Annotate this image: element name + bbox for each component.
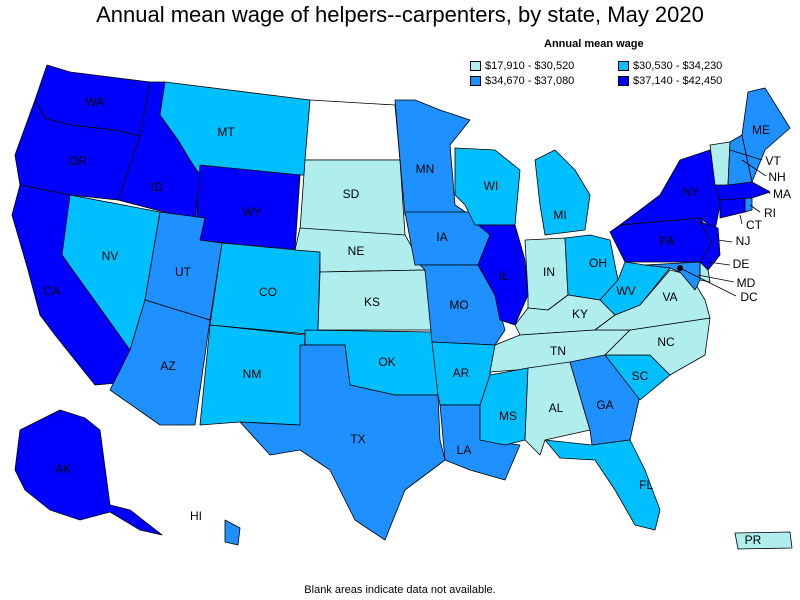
state-label-ny: NY: [683, 185, 700, 199]
leader-line: [749, 204, 761, 213]
state-label-de: DE: [733, 257, 750, 271]
state-label-ar: AR: [453, 366, 470, 380]
state-ny: [619, 149, 721, 231]
state-ct: [719, 197, 746, 219]
state-pr: [734, 531, 793, 550]
state-label-ky: KY: [572, 307, 588, 321]
state-label-vt: VT: [765, 154, 781, 168]
state-label-co: CO: [259, 285, 277, 299]
state-label-nc: NC: [657, 335, 675, 349]
legend-label-band4: $37,140 - $42,450: [633, 75, 723, 87]
state-label-ne: NE: [348, 244, 365, 258]
legend-label-band3: $34,670 - $37,080: [485, 75, 575, 87]
legend-swatch-band1: [470, 61, 481, 71]
leader-line: [739, 214, 743, 225]
state-label-ga: GA: [596, 398, 613, 412]
legend-swatch-band3: [470, 76, 481, 86]
state-label-ct: CT: [746, 218, 763, 232]
state-label-la: LA: [457, 443, 472, 457]
leader-line: [767, 189, 771, 195]
state-il: [477, 224, 529, 326]
legend-item-band1: $17,910 - $30,520: [470, 60, 618, 72]
state-label-pr: PR: [745, 533, 762, 547]
state-label-wv: WV: [616, 284, 635, 298]
state-label-ak: AK: [55, 462, 71, 476]
state-mn: [394, 99, 471, 216]
legend-label-band1: $17,910 - $30,520: [485, 60, 575, 72]
state-label-ks: KS: [364, 295, 380, 309]
state-label-nj: NJ: [736, 234, 751, 248]
map-title: Annual mean wage of helpers--carpenters,…: [96, 2, 704, 27]
state-hi: [224, 519, 241, 546]
state-label-dc: DC: [740, 290, 758, 304]
state-label-mi: MI: [553, 208, 566, 222]
state-label-ms: MS: [499, 409, 517, 423]
legend-swatch-band2: [618, 61, 629, 71]
legend-item-band4: $37,140 - $42,450: [618, 75, 778, 87]
legend-label-band2: $30,530 - $34,230: [633, 60, 723, 72]
footnote: Blank areas indicate data not available.: [304, 584, 496, 596]
legend: Annual mean wage $17,910 - $30,520 $30,5…: [470, 38, 790, 87]
state-label-tx: TX: [350, 432, 365, 446]
state-label-in: IN: [543, 265, 555, 279]
state-md: [644, 261, 701, 291]
state-label-ca: CA: [44, 284, 61, 298]
state-label-ia: IA: [436, 230, 447, 244]
state-label-ma: MA: [773, 187, 791, 201]
legend-swatch-band4: [618, 76, 629, 86]
state-label-az: AZ: [160, 359, 175, 373]
leader-line: [697, 274, 735, 283]
state-az: [109, 299, 211, 426]
state-tx: [239, 344, 446, 541]
legend-item-band2: $30,530 - $34,230: [618, 60, 778, 72]
state-label-nv: NV: [102, 249, 119, 263]
state-label-me: ME: [752, 123, 770, 137]
state-label-va: VA: [662, 290, 677, 304]
state-fl: [544, 439, 661, 531]
state-ak: [14, 409, 163, 536]
state-ri: [744, 197, 753, 213]
state-label-wy: WY: [242, 205, 261, 219]
state-label-ri: RI: [764, 206, 776, 220]
state-label-nm: NM: [243, 367, 262, 381]
leader-line: [717, 239, 733, 243]
state-label-fl: FL: [639, 478, 653, 492]
state-label-hi: HI: [190, 509, 202, 523]
state-label-sd: SD: [343, 187, 360, 201]
leader-line: [741, 159, 767, 177]
state-label-al: AL: [549, 401, 564, 415]
leader-line: [707, 261, 731, 266]
state-label-id: ID: [151, 180, 163, 194]
state-label-md: MD: [737, 276, 756, 290]
state-label-mt: MT: [217, 125, 235, 139]
state-labels: WA OR CA ID NV MT WY UT AZ CO NM SD NE KS OK TX MN IA MO AR…: [44, 95, 791, 547]
state-label-ok: OK: [378, 355, 395, 369]
state-label-il: IL: [499, 269, 509, 283]
state-nd: [304, 99, 401, 161]
state-label-ut: UT: [175, 265, 192, 279]
state-label-oh: OH: [589, 256, 607, 270]
legend-title: Annual mean wage: [544, 38, 644, 50]
state-label-sc: SC: [632, 369, 649, 383]
state-label-tn: TN: [550, 344, 566, 358]
state-label-pa: PA: [659, 234, 674, 248]
state-label-wa: WA: [86, 95, 105, 109]
leader-line: [679, 267, 737, 297]
leader-line: [729, 149, 763, 161]
state-mi: [534, 149, 591, 236]
legend-item-band3: $34,670 - $37,080: [470, 75, 618, 87]
state-label-nh: NH: [768, 170, 785, 184]
state-label-mo: MO: [449, 298, 468, 312]
state-label-wi: WI: [484, 179, 499, 193]
state-label-mn: MN: [416, 162, 435, 176]
state-me: [741, 87, 791, 183]
state-label-or: OR: [69, 154, 87, 168]
